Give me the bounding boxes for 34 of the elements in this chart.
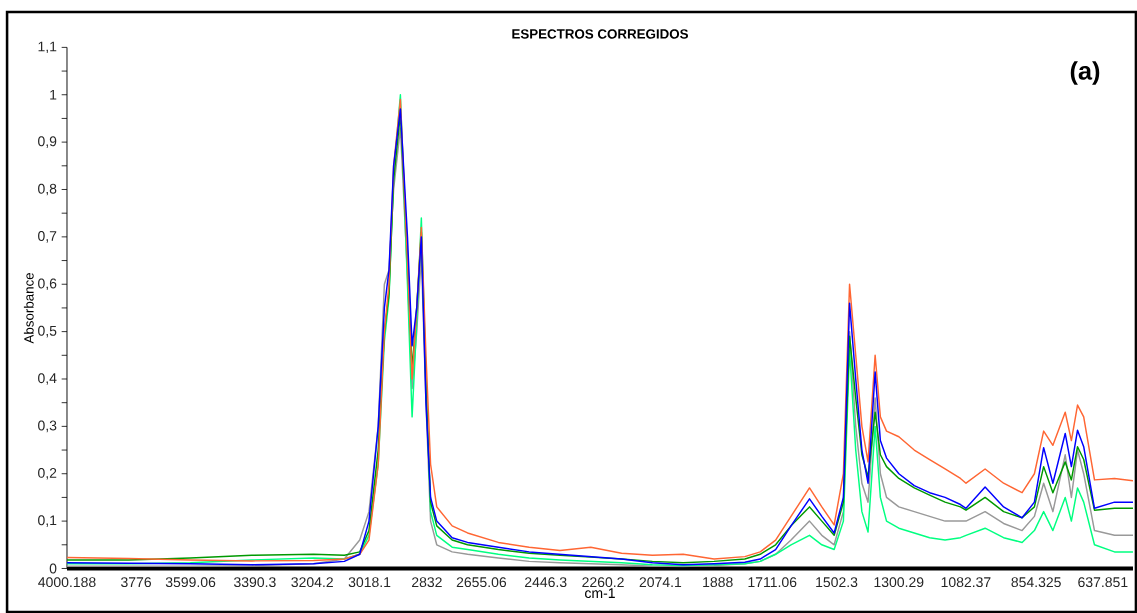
x-tick-label: 2074.1: [639, 577, 682, 588]
y-axis-title: Absorbance: [23, 272, 34, 344]
x-tick-label: 3390.3: [234, 577, 276, 588]
y-tick-label: 0,5: [38, 325, 57, 338]
x-tick-label: 1082.37: [941, 577, 991, 588]
x-tick-label: 2832: [412, 577, 442, 588]
x-tick-label: 637.851: [1078, 577, 1128, 588]
chart-title: ESPECTROS CORREGIDOS: [512, 29, 689, 39]
x-tick-label: 2655.06: [456, 577, 507, 588]
y-tick-label: 0: [49, 563, 57, 574]
x-tick-label: 3776: [121, 577, 152, 588]
x-tick-label: 1502.3: [816, 577, 858, 588]
y-tick-label: 1,1: [38, 41, 57, 54]
y-tick-label: 0,1: [38, 515, 57, 527]
x-tick-label: 1888: [703, 577, 733, 588]
x-tick-label: 1711.06: [748, 577, 797, 588]
y-tick-label: 0,4: [38, 373, 57, 385]
x-tick-label: 3204.2: [291, 577, 333, 588]
y-tick-label: 0,9: [38, 136, 57, 148]
x-tick-label: 2446.3: [525, 577, 567, 588]
x-tick-label: 3599.06: [165, 577, 216, 588]
x-tick-label: 1300.29: [874, 577, 924, 588]
x-tick-label: 854.325: [1011, 577, 1061, 588]
y-tick-label: 0,7: [38, 231, 57, 243]
x-tick-label: 3018.1: [348, 577, 391, 588]
annotation: (a): [1070, 61, 1100, 85]
x-tick-label: 2260.2: [582, 577, 624, 588]
y-tick-label: 0,3: [38, 420, 57, 433]
y-tick-label: 1: [50, 89, 57, 100]
y-tick-label: 0,6: [38, 278, 57, 291]
y-tick-label: 0,2: [38, 467, 57, 480]
y-tick-label: 0,8: [38, 183, 57, 196]
x-tick-label: 4000.188: [38, 577, 96, 588]
x-axis-title: cm-1: [585, 588, 615, 599]
